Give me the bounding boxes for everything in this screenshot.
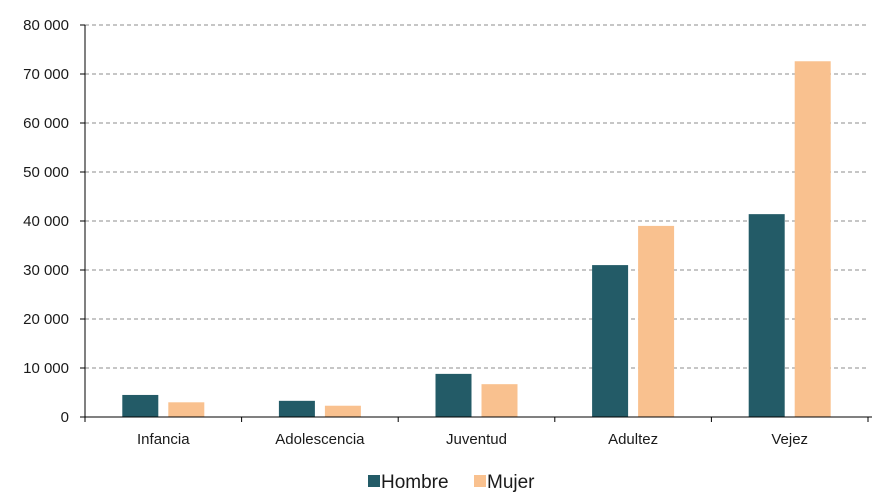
legend-swatch-mujer <box>474 475 486 487</box>
y-tick-label: 40 000 <box>23 213 69 230</box>
legend-swatch-hombre <box>368 475 380 487</box>
x-tick-label: Vejez <box>771 431 808 448</box>
bar-hombre-infancia <box>122 394 159 417</box>
bar-mujer-infancia <box>168 402 205 417</box>
bar-mujer-adultez <box>638 225 675 417</box>
y-tick-label: 60 000 <box>23 115 69 132</box>
bar-mujer-adolescencia <box>324 405 361 417</box>
legend-label-hombre: Hombre <box>381 472 449 493</box>
x-tick-label: Adolescencia <box>275 431 365 448</box>
y-tick-label: 80 000 <box>23 17 69 34</box>
bar-hombre-adolescencia <box>278 400 315 417</box>
bar-mujer-vejez <box>794 61 831 417</box>
legend: Hombre Mujer <box>368 472 535 493</box>
bar-hombre-adultez <box>592 265 629 417</box>
gridlines <box>85 24 868 369</box>
y-tick-label: 10 000 <box>23 360 69 377</box>
bars <box>122 61 831 417</box>
legend-label-mujer: Mujer <box>487 472 535 493</box>
y-axis-ticks: 0 10 000 20 000 30 000 40 000 50 000 60 000 70 … <box>23 17 85 426</box>
y-tick-label: 50 000 <box>23 164 69 181</box>
bar-hombre-juventud <box>435 373 472 417</box>
x-tick-label: Adultez <box>608 431 658 448</box>
x-axis-ticks: Infancia Adolescencia Juventud Adultez Vejez <box>84 417 869 448</box>
y-tick-label: 30 000 <box>23 262 69 279</box>
axes <box>84 25 872 418</box>
x-tick-label: Infancia <box>137 431 190 448</box>
bar-hombre-vejez <box>748 214 785 417</box>
x-tick-label: Juventud <box>446 431 507 448</box>
bar-mujer-juventud <box>481 384 518 417</box>
y-tick-label: 0 <box>61 409 69 426</box>
y-tick-label: 20 000 <box>23 311 69 328</box>
y-tick-label: 70 000 <box>23 66 69 83</box>
